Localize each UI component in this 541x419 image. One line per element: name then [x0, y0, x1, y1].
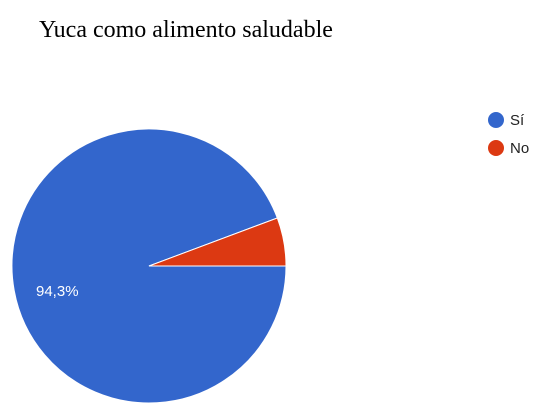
data-label-si: 94,3%	[36, 283, 79, 300]
pie-slices	[11, 128, 287, 404]
pie-slice-si[interactable]	[11, 128, 287, 404]
legend-marker-si	[488, 112, 504, 128]
legend-item-si[interactable]: Sí	[488, 109, 529, 131]
legend-item-no[interactable]: No	[488, 137, 529, 159]
pie-slice-labels: 94,3%	[36, 283, 79, 300]
pie-slice-no[interactable]	[148, 217, 287, 267]
legend-label-no: No	[510, 139, 530, 157]
chart-legend: Sí No	[488, 109, 529, 165]
legend-label-si: Sí	[510, 111, 525, 129]
legend-marker-no	[488, 140, 504, 156]
chart-title: Yuca como alimento saludable	[39, 17, 333, 43]
